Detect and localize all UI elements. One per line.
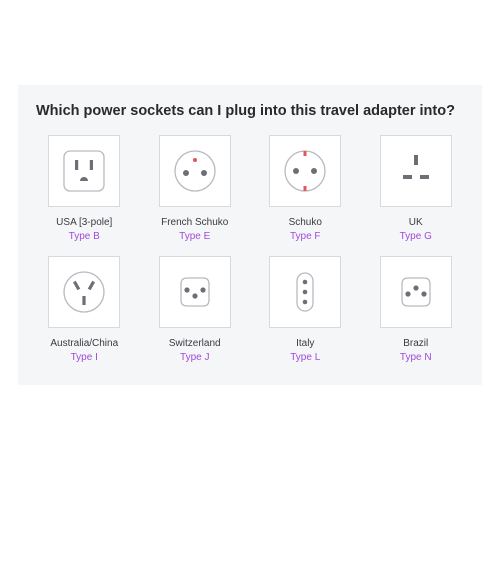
socket-illustration-type-f	[269, 135, 341, 207]
type-label: Type E	[179, 231, 210, 242]
socket-cell-type-n: Brazil Type N	[368, 256, 465, 363]
socket-icon-type-f	[279, 145, 331, 197]
type-label: Type G	[400, 231, 432, 242]
socket-icon-type-e	[169, 145, 221, 197]
socket-illustration-type-b	[48, 135, 120, 207]
socket-cell-type-l: Italy Type L	[257, 256, 354, 363]
socket-cell-type-b: USA [3-pole] Type B	[36, 135, 133, 242]
country-label: Schuko	[289, 217, 322, 229]
socket-illustration-type-i	[48, 256, 120, 328]
socket-illustration-type-l	[269, 256, 341, 328]
socket-illustration-type-j	[159, 256, 231, 328]
type-label: Type L	[290, 352, 320, 363]
socket-icon-type-g	[390, 145, 442, 197]
socket-cell-type-i: Australia/China Type I	[36, 256, 133, 363]
socket-cell-type-e: French Schuko Type E	[147, 135, 244, 242]
panel-title: Which power sockets can I plug into this…	[36, 103, 464, 119]
socket-cell-type-f: Schuko Type F	[257, 135, 354, 242]
socket-icon-type-n	[390, 266, 442, 318]
country-label: Brazil	[403, 338, 428, 350]
socket-illustration-type-g	[380, 135, 452, 207]
socket-icon-type-b	[58, 145, 110, 197]
socket-icon-type-i	[58, 266, 110, 318]
socket-cell-type-g: UK Type G	[368, 135, 465, 242]
socket-icon-type-j	[169, 266, 221, 318]
socket-illustration-type-e	[159, 135, 231, 207]
type-label: Type J	[180, 352, 209, 363]
country-label: USA [3-pole]	[56, 217, 112, 229]
type-label: Type I	[71, 352, 98, 363]
socket-grid: USA [3-pole] Type B French Schuko Type E	[36, 135, 464, 363]
type-label: Type N	[400, 352, 432, 363]
country-label: Australia/China	[50, 338, 118, 350]
socket-icon-type-l	[279, 266, 331, 318]
socket-panel: Which power sockets can I plug into this…	[18, 85, 482, 385]
country-label: Switzerland	[169, 338, 221, 350]
country-label: Italy	[296, 338, 314, 350]
socket-cell-type-j: Switzerland Type J	[147, 256, 244, 363]
type-label: Type B	[69, 231, 100, 242]
country-label: UK	[409, 217, 423, 229]
socket-illustration-type-n	[380, 256, 452, 328]
country-label: French Schuko	[161, 217, 228, 229]
type-label: Type F	[290, 231, 321, 242]
